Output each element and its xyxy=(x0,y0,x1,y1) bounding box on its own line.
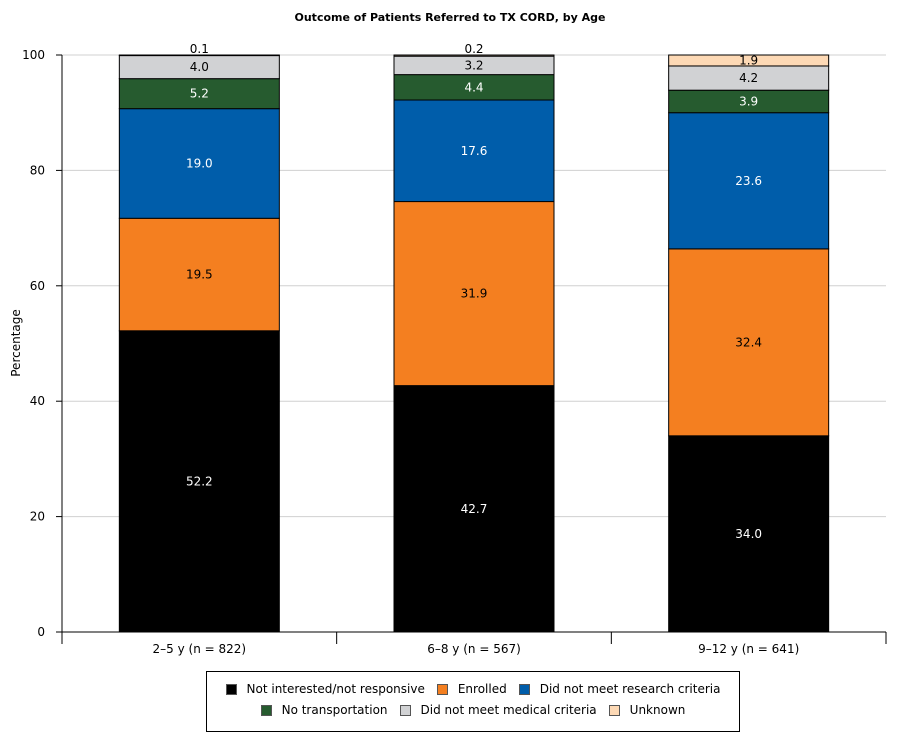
data-label: 1.9 xyxy=(739,53,758,67)
data-label: 3.9 xyxy=(739,94,758,108)
x-tick-label: 6–8 y (n = 567) xyxy=(427,642,521,656)
legend-item: Enrolled xyxy=(436,682,507,696)
legend-item: Did not meet medical criteria xyxy=(399,703,597,717)
data-label: 5.2 xyxy=(190,87,209,101)
y-tick-label: 0 xyxy=(37,625,45,639)
data-label: 3.2 xyxy=(464,58,483,72)
legend-item: Did not meet research criteria xyxy=(518,682,721,696)
bar-segment xyxy=(118,330,280,633)
bar-segment xyxy=(393,201,555,387)
data-label: 0.1 xyxy=(190,42,209,56)
legend-swatch xyxy=(225,683,237,695)
x-tick-label: 9–12 y (n = 641) xyxy=(698,642,799,656)
bar-segment xyxy=(668,248,830,437)
bar-segment xyxy=(393,385,555,633)
data-label: 42.7 xyxy=(461,502,488,516)
y-tick-label: 60 xyxy=(30,279,45,293)
legend: Not interested/not responsive Enrolled Did… xyxy=(206,671,740,732)
legend-swatch xyxy=(518,683,530,695)
data-label: 34.0 xyxy=(735,527,762,541)
bar-segment xyxy=(393,54,555,57)
bar-segment xyxy=(668,65,830,91)
legend-label: Not interested/not responsive xyxy=(246,682,425,696)
legend-swatch xyxy=(608,704,620,716)
data-label: 4.2 xyxy=(739,71,758,85)
data-label: 52.2 xyxy=(186,474,213,488)
data-label: 17.6 xyxy=(461,144,488,158)
legend-swatch xyxy=(260,704,272,716)
y-axis-label: Percentage xyxy=(9,309,23,377)
legend-label: Enrolled xyxy=(457,682,507,696)
data-label: 19.5 xyxy=(186,268,213,282)
legend-label: No transportation xyxy=(281,703,388,717)
legend-item: No transportation xyxy=(260,703,388,717)
bar-segment xyxy=(118,108,280,219)
legend-swatch xyxy=(399,704,411,716)
legend-item: Unknown xyxy=(608,703,686,717)
data-label: 32.4 xyxy=(735,335,762,349)
bar-segment xyxy=(393,99,555,203)
legend-label: Did not meet medical criteria xyxy=(420,703,597,717)
data-label: 0.2 xyxy=(464,42,483,56)
chart-plot: Outcome of Patients Referred to TX CORD,… xyxy=(9,11,887,656)
x-tick-label: 2–5 y (n = 822) xyxy=(153,642,247,656)
legend-label: Unknown xyxy=(629,703,686,717)
chart-title: Outcome of Patients Referred to TX CORD,… xyxy=(295,11,606,24)
bar-segment xyxy=(668,54,830,67)
data-label: 4.4 xyxy=(464,80,483,94)
data-label: 23.6 xyxy=(735,174,762,188)
bar-segment xyxy=(668,112,830,250)
bar-segment xyxy=(118,217,280,332)
data-label: 19.0 xyxy=(186,156,213,170)
data-label: 4.0 xyxy=(190,60,209,74)
bar-segment xyxy=(668,435,830,633)
y-tick-label: 20 xyxy=(30,510,45,524)
bar-segment xyxy=(118,54,280,57)
legend-label: Did not meet research criteria xyxy=(539,682,721,696)
data-label: 31.9 xyxy=(461,287,488,301)
y-tick-label: 100 xyxy=(22,48,45,62)
y-tick-label: 80 xyxy=(30,163,45,177)
legend-swatch xyxy=(436,683,448,695)
legend-item: Not interested/not responsive xyxy=(225,682,425,696)
y-tick-label: 40 xyxy=(30,394,45,408)
